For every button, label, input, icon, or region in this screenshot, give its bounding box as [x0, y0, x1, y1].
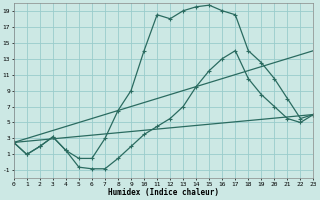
X-axis label: Humidex (Indice chaleur): Humidex (Indice chaleur): [108, 188, 219, 197]
